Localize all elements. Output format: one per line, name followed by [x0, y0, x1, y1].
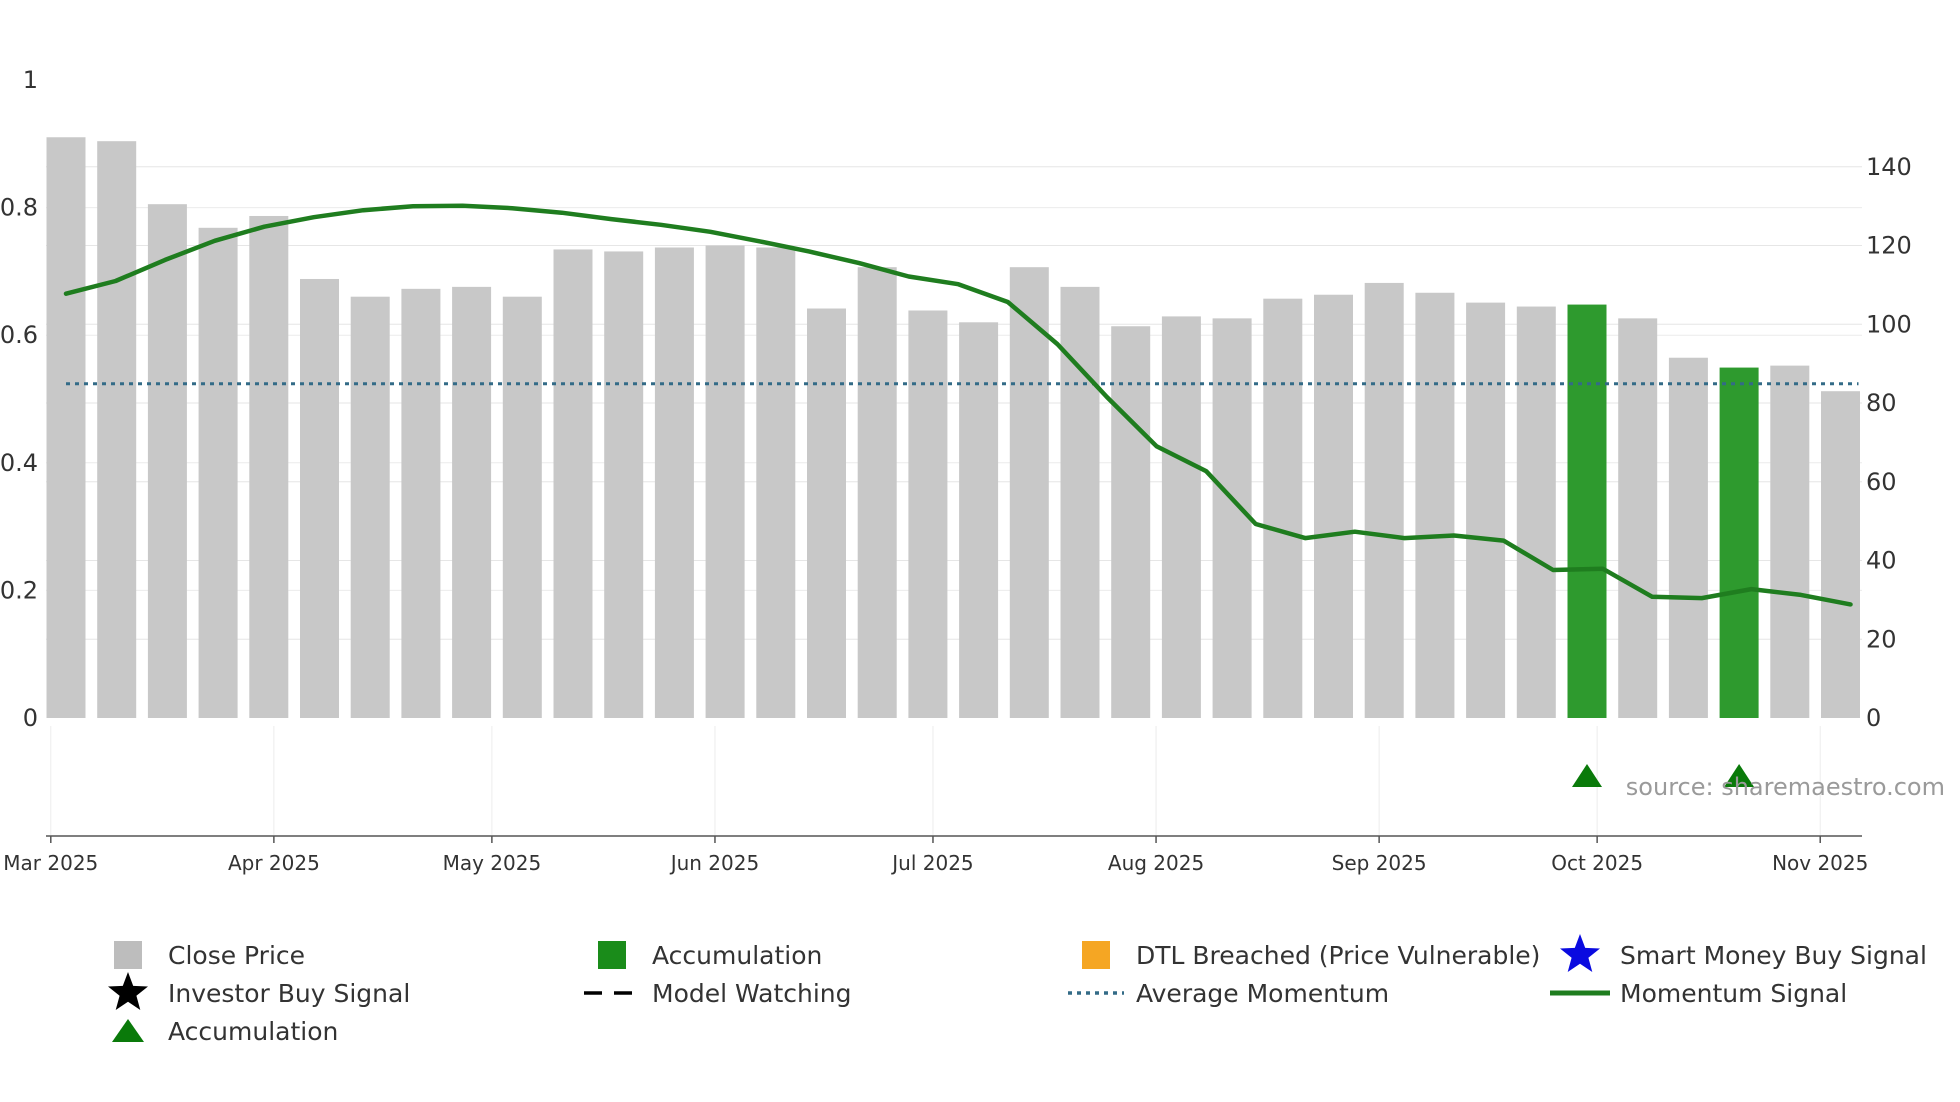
price-bar: [350, 296, 390, 718]
x-axis-tick-label: Apr 2025: [228, 851, 320, 875]
accumulation-bar: [1719, 367, 1759, 718]
black-star-icon: [108, 972, 148, 1010]
x-axis-tick-label: Sep 2025: [1332, 851, 1427, 875]
green-square-icon: [598, 941, 626, 969]
legend-label: Accumulation: [652, 941, 822, 970]
price-bar: [97, 141, 137, 718]
price-bar: [401, 288, 441, 718]
gray-square-icon: [114, 941, 142, 969]
price-bar: [1263, 298, 1303, 718]
blue-star-icon: [1560, 934, 1600, 972]
right-axis-tick-label: 140: [1866, 153, 1912, 181]
legend-label: Accumulation: [168, 1017, 338, 1046]
price-bar: [604, 251, 644, 718]
x-axis-tick-label: Aug 2025: [1108, 851, 1204, 875]
price-bar: [908, 310, 948, 718]
right-axis-tick-label: 100: [1866, 310, 1912, 338]
accumulation-markers: [1572, 764, 1755, 787]
price-bar: [46, 137, 86, 718]
left-axis-tick-label: 0.2: [0, 576, 38, 604]
price-bar: [1821, 391, 1860, 718]
x-axis-tick-label: Jun 2025: [669, 851, 760, 875]
legend-label: Investor Buy Signal: [168, 979, 410, 1008]
price-bar: [198, 227, 238, 718]
accumulation-bar: [1567, 304, 1607, 718]
price-bar: [300, 278, 339, 718]
momentum-signal-line: [63, 203, 1853, 607]
price-bar: [1668, 357, 1708, 718]
axes: 0 0.2 0.4 0.6 0.8 1 0 20 40 60 80 100 120 140 Mar 2025…: [0, 66, 1912, 875]
price-bar: [857, 267, 897, 718]
orange-square-icon: [1082, 941, 1110, 969]
legend-label: Average Momentum: [1136, 979, 1389, 1008]
price-bars: [46, 137, 1860, 718]
left-axis-tick-label: 0: [23, 704, 38, 732]
right-axis-tick-label: 80: [1866, 389, 1897, 417]
left-axis-tick-label: 1: [23, 66, 38, 94]
accumulation-marker: [1572, 764, 1602, 787]
price-bar: [1415, 292, 1455, 718]
price-bar: [756, 247, 796, 718]
price-bar: [502, 296, 542, 718]
price-bar: [1161, 316, 1201, 718]
x-axis-tick-label: Nov 2025: [1772, 851, 1868, 875]
price-bar: [959, 322, 999, 718]
legend-label: Close Price: [168, 941, 305, 970]
x-axis-tick-label: May 2025: [443, 851, 542, 875]
legend-label: Smart Money Buy Signal: [1620, 941, 1927, 970]
price-bar: [807, 308, 846, 718]
price-bar: [452, 286, 492, 718]
price-bar: [147, 204, 187, 718]
price-bar: [249, 215, 289, 718]
left-axis-tick-label: 0.8: [0, 194, 38, 222]
legend: Close Price Accumulation DTL Breached (Pri…: [108, 934, 1927, 1046]
source-annotation: source: sharemaestro.com: [1626, 773, 1945, 801]
right-axis-tick-label: 120: [1866, 232, 1912, 260]
right-axis-tick-label: 60: [1866, 468, 1897, 496]
price-bar: [1009, 267, 1049, 718]
grid-lines: [46, 166, 1862, 835]
price-bar: [705, 245, 745, 718]
price-bar: [1060, 286, 1100, 718]
accumulation-marker: [1724, 764, 1755, 787]
price-bar: [1111, 326, 1151, 718]
price-bar: [1770, 365, 1810, 718]
legend-label: DTL Breached (Price Vulnerable): [1136, 941, 1540, 970]
right-axis-tick-label: 40: [1866, 547, 1897, 575]
price-bar: [1212, 318, 1252, 718]
price-bar: [1466, 302, 1506, 718]
right-axis-tick-label: 0: [1866, 704, 1881, 732]
price-bar: [654, 247, 694, 718]
price-bar: [1364, 282, 1404, 718]
x-axis-tick-label: Oct 2025: [1551, 851, 1643, 875]
green-triangle-icon: [112, 1019, 144, 1042]
price-bar: [1516, 306, 1556, 718]
legend-label: Model Watching: [652, 979, 852, 1008]
price-bar: [553, 249, 593, 718]
x-axis-tick-label: Mar 2025: [3, 851, 98, 875]
price-bar: [1618, 318, 1658, 718]
momentum-line-group: [63, 203, 1853, 607]
legend-label: Momentum Signal: [1620, 979, 1847, 1008]
right-axis-tick-label: 20: [1866, 625, 1897, 653]
left-axis-tick-label: 0.6: [0, 321, 38, 349]
x-axis-tick-label: Jul 2025: [890, 851, 973, 875]
left-axis-tick-label: 0.4: [0, 449, 38, 477]
price-bar: [1314, 294, 1353, 718]
